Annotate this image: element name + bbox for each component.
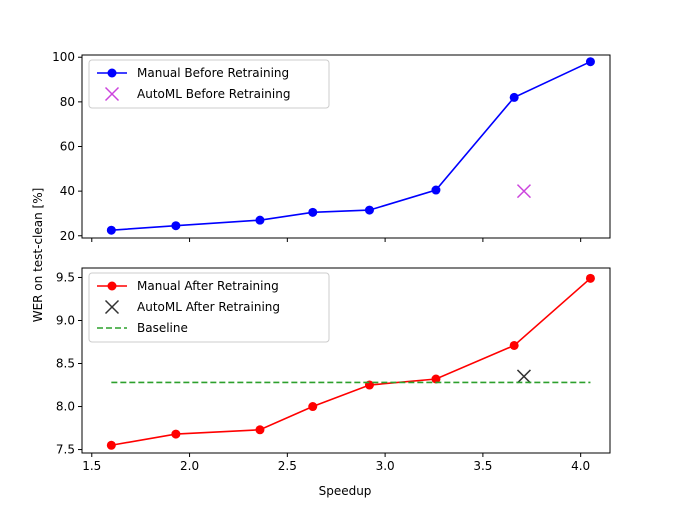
y-tick-label: 7.5: [56, 443, 75, 457]
series-manual-before-retraining-line: [111, 60, 591, 231]
series-manual-after-retraining-point: [308, 402, 318, 412]
series-manual-before-retraining-point: [171, 221, 181, 231]
legend: Manual Before Retraining AutoML Before Re…: [88, 59, 330, 109]
legend-item: AutoML After Retraining: [104, 299, 280, 315]
axes-frame: [81, 267, 611, 454]
series-manual-before-retraining-point: [585, 57, 595, 67]
x-tick-label: 2.5: [278, 459, 297, 473]
series-manual-after-retraining-point: [509, 340, 519, 350]
legend-box: [88, 272, 330, 343]
y-tick-label: 9.5: [56, 270, 75, 284]
series-manual-before-retraining-point: [308, 207, 318, 217]
series-automl-before-retraining-point: [516, 184, 531, 199]
series-manual-after-retraining-point: [171, 429, 181, 439]
series-manual-after-retraining-line: [111, 277, 591, 447]
y-tick-label: 80: [60, 95, 75, 109]
legend-item: Manual After Retraining: [97, 279, 279, 293]
series-manual-after-retraining-point: [431, 374, 441, 384]
series-automl-after-retraining-point: [516, 369, 531, 384]
y-tick-label: 100: [52, 50, 75, 64]
x-tick-label: 4.0: [571, 459, 590, 473]
y-axis-label: WER on test-clean [%]: [31, 188, 45, 323]
x-tick-label: 1.5: [82, 459, 101, 473]
legend-x-marker: [104, 86, 120, 102]
x-tick-label: 2.0: [180, 459, 199, 473]
legend-circle-marker: [107, 281, 117, 291]
bottom-panel: 7.5 8.0 8.5 9.0 9.5 1.5 2.0 2.5 3.0 3.5 4.0 Manual …: [56, 267, 611, 473]
legend-label: Baseline: [137, 321, 188, 335]
legend: Manual After Retraining AutoML After Retr…: [88, 272, 330, 343]
series-manual-before-retraining-point: [431, 185, 441, 195]
y-tick-label: 8.5: [56, 357, 75, 371]
legend-item: Baseline: [97, 321, 188, 335]
top-panel: 20 40 60 80 100 Manual Before Retraining AutoM…: [52, 50, 611, 243]
legend-item: Manual Before Retraining: [97, 66, 289, 80]
legend-label: Manual After Retraining: [137, 279, 279, 293]
legend-item: AutoML Before Retraining: [104, 86, 290, 102]
series-manual-after-retraining-point: [255, 425, 265, 435]
legend-box: [88, 59, 330, 109]
series-manual-before-retraining-point: [255, 215, 265, 225]
y-tick-label: 60: [60, 140, 75, 154]
y-tick-label: 40: [60, 184, 75, 198]
series-manual-before-retraining-point: [364, 205, 374, 215]
legend-circle-marker: [107, 68, 117, 78]
y-tick-label: 20: [60, 229, 75, 243]
legend-x-marker: [104, 299, 120, 315]
series-manual-after-retraining-point: [585, 273, 595, 283]
y-tick-label: 8.0: [56, 400, 75, 414]
y-tick-label: 9.0: [56, 313, 75, 327]
series-manual-before-retraining-point: [106, 225, 116, 235]
series-manual-after-retraining-point: [106, 440, 116, 450]
x-tick-label: 3.0: [376, 459, 395, 473]
legend-label: Manual Before Retraining: [137, 66, 289, 80]
x-axis-label: Speedup: [319, 484, 372, 498]
series-manual-before-retraining-point: [509, 92, 519, 102]
legend-label: AutoML After Retraining: [137, 300, 280, 314]
legend-label: AutoML Before Retraining: [137, 87, 290, 101]
x-tick-label: 3.5: [473, 459, 492, 473]
